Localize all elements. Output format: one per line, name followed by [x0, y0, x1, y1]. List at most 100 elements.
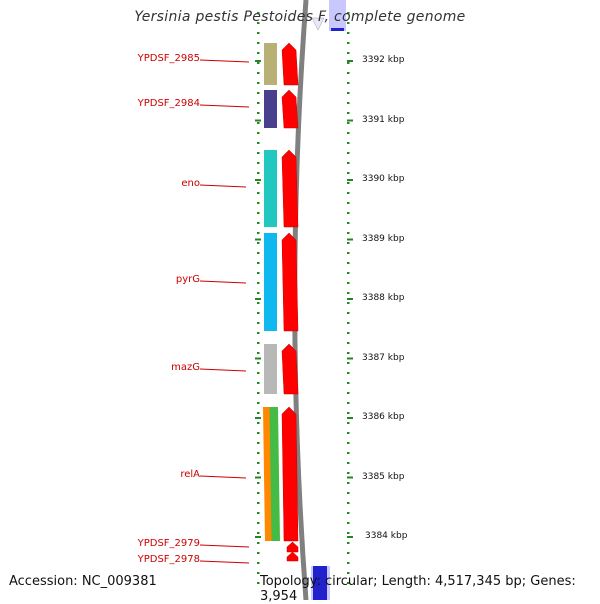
minor-tick	[347, 442, 350, 444]
minor-tick	[257, 242, 260, 244]
scale-label: 3385 kbp	[362, 471, 405, 482]
gene-label-ypdsf-2985[interactable]: YPDSF_2985	[137, 53, 200, 64]
minor-tick	[257, 182, 260, 184]
gene-bar-ypdsf-2985	[264, 43, 277, 85]
scale-label: 3390 kbp	[362, 174, 405, 184]
minor-tick	[347, 92, 350, 94]
overview-pointer	[311, 17, 325, 31]
minor-tick	[347, 372, 350, 374]
minor-tick	[257, 402, 260, 404]
minor-tick	[347, 42, 350, 44]
minor-tick	[347, 502, 350, 504]
minor-tick	[257, 12, 260, 14]
minor-tick	[257, 202, 260, 204]
gene-arrow-rela	[281, 406, 299, 542]
minor-tick	[257, 512, 260, 514]
gene-arrow-ypdsf-2979	[286, 541, 299, 553]
minor-tick	[257, 122, 260, 124]
leader-line-mazg	[199, 368, 247, 372]
leader-line-ypdsf-2985	[199, 59, 250, 63]
minor-tick	[347, 192, 350, 194]
minor-tick	[257, 222, 260, 224]
gene-label-eno[interactable]: eno	[181, 178, 200, 189]
overview-box-top	[329, 0, 346, 31]
minor-tick	[257, 412, 260, 414]
minor-tick	[257, 142, 260, 144]
minor-tick	[347, 262, 350, 264]
minor-tick	[257, 152, 260, 154]
gene-arrows	[281, 42, 299, 562]
gene-label-pyrg[interactable]: pyrG	[175, 274, 200, 285]
major-tick	[255, 417, 261, 419]
minor-tick	[257, 372, 260, 374]
minor-tick	[347, 382, 350, 384]
minor-tick	[347, 232, 350, 234]
left-scale-ticks	[255, 12, 261, 584]
minor-tick	[257, 102, 260, 104]
minor-tick	[347, 582, 350, 584]
gene-label-ypdsf-2979[interactable]: YPDSF_2979	[137, 538, 200, 549]
minor-tick	[347, 12, 350, 14]
scale-label: 3389 kbp	[362, 233, 405, 244]
minor-tick	[347, 462, 350, 464]
minor-tick	[257, 322, 260, 324]
minor-tick	[257, 382, 260, 384]
minor-tick	[257, 312, 260, 314]
minor-tick	[257, 582, 260, 584]
minor-tick	[347, 112, 350, 114]
minor-tick	[347, 62, 350, 64]
minor-tick	[347, 142, 350, 144]
minor-tick	[257, 42, 260, 44]
minor-tick	[347, 252, 350, 254]
minor-tick	[347, 492, 350, 494]
minor-tick	[347, 282, 350, 284]
minor-tick	[347, 532, 350, 534]
minor-tick	[257, 132, 260, 134]
minor-tick	[347, 52, 350, 54]
minor-tick	[257, 482, 260, 484]
minor-tick	[257, 212, 260, 214]
major-tick	[255, 60, 261, 62]
minor-tick	[347, 542, 350, 544]
minor-tick	[257, 22, 260, 24]
minor-tick	[347, 152, 350, 154]
minor-tick	[257, 542, 260, 544]
minor-tick	[347, 562, 350, 564]
minor-tick	[257, 302, 260, 304]
gene-label-rela[interactable]: relA	[180, 469, 200, 480]
gene-bars	[263, 43, 280, 541]
gene-label-mazg[interactable]: mazG	[171, 362, 200, 373]
minor-tick	[347, 412, 350, 414]
minor-tick	[347, 32, 350, 34]
minor-tick	[257, 552, 260, 554]
gene-bar-mazg	[264, 344, 277, 394]
minor-tick	[347, 512, 350, 514]
minor-tick	[257, 532, 260, 534]
minor-tick	[257, 282, 260, 284]
minor-tick	[257, 392, 260, 394]
major-tick	[255, 476, 261, 479]
scale-label: 3386 kbp	[362, 412, 405, 422]
minor-tick	[257, 52, 260, 54]
minor-tick	[257, 262, 260, 264]
gene-arrow-ypdsf-2985	[281, 42, 299, 86]
genome-title: Yersinia pestis Pestoides F, complete ge…	[134, 9, 466, 25]
minor-tick	[347, 182, 350, 184]
leader-line-pyrg	[199, 280, 247, 284]
gene-label-ypdsf-2984[interactable]: YPDSF_2984	[137, 98, 200, 109]
major-tick	[255, 238, 261, 241]
minor-tick	[347, 332, 350, 334]
gene-arrow-ypdsf-2984	[281, 89, 299, 129]
gene-arrow-eno	[281, 149, 299, 228]
minor-tick	[347, 82, 350, 84]
minor-tick	[257, 432, 260, 434]
major-tick	[347, 357, 353, 360]
gene-arrow-pyrg	[281, 232, 299, 332]
leader-line-ypdsf-2978	[199, 560, 250, 564]
major-tick	[255, 536, 261, 538]
minor-tick	[347, 392, 350, 394]
minor-tick	[347, 312, 350, 314]
gene-label-ypdsf-2978[interactable]: YPDSF_2978	[137, 554, 200, 565]
label-leader-lines	[199, 59, 250, 564]
minor-tick	[347, 472, 350, 474]
